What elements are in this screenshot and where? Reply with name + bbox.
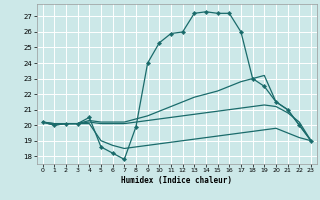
X-axis label: Humidex (Indice chaleur): Humidex (Indice chaleur) <box>121 176 232 185</box>
